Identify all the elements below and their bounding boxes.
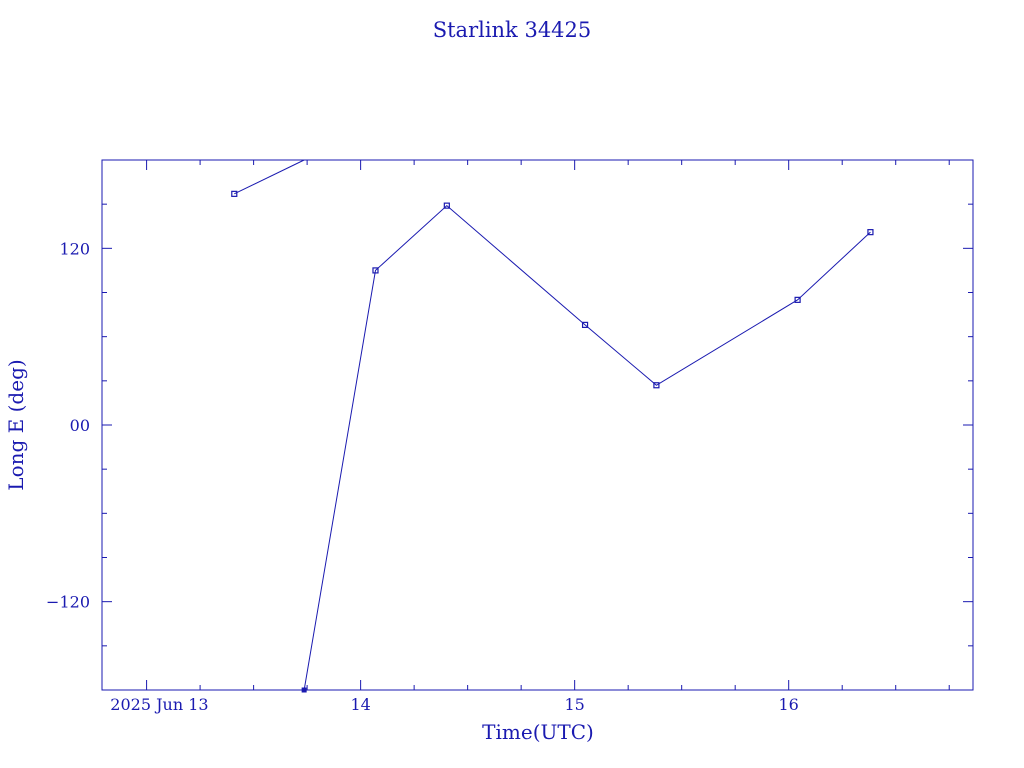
data-point <box>443 202 450 209</box>
x-tick-label: 16 <box>779 695 799 714</box>
data-point <box>581 321 589 328</box>
series-line <box>303 204 871 691</box>
plot-frame <box>101 159 974 691</box>
chart-title: Starlink 34425 <box>433 18 592 42</box>
axis-ticks <box>102 160 973 690</box>
data-point <box>231 190 238 197</box>
y-tick-label: −120 <box>46 593 90 612</box>
x-tick-label: 15 <box>564 695 584 714</box>
y-tick-label: 00 <box>70 416 90 435</box>
x-tick-label: 2025 Jun 13 <box>110 695 208 714</box>
series-group <box>231 159 874 693</box>
data-point <box>794 296 801 303</box>
x-axis-title: Time(UTC) <box>482 720 594 744</box>
data-point <box>301 687 307 693</box>
data-point <box>653 382 660 389</box>
y-axis-title: Long E (deg) <box>4 359 28 490</box>
data-point <box>867 229 874 236</box>
x-tick-label: 14 <box>350 695 370 714</box>
y-tick-label: 120 <box>59 239 90 258</box>
series-line <box>234 159 305 195</box>
data-point <box>372 267 379 274</box>
tick-labels: 120 00 −120 2025 Jun 13 14 15 16 <box>46 239 799 714</box>
